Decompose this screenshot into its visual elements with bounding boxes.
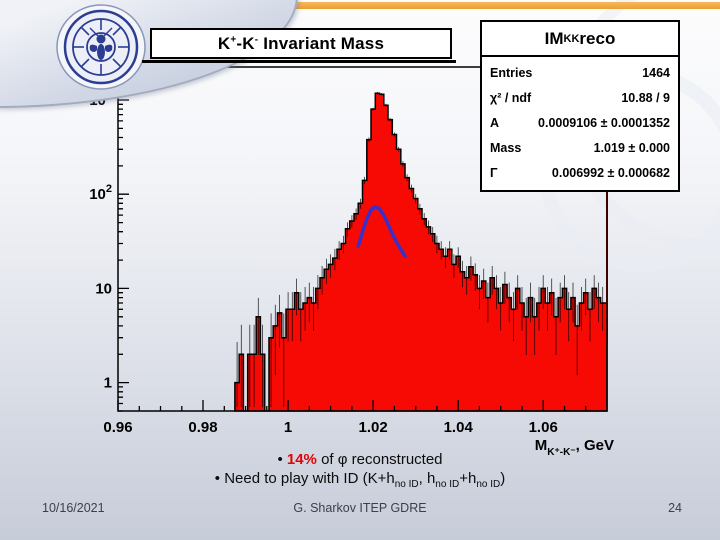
text-segment: ) [500,470,506,487]
superscript-text: - [254,33,259,45]
title-underline [142,60,456,63]
text-segment: 14% [286,451,317,468]
axis-ticks [117,70,587,412]
chart-title: K+-K- Invariant Mass [218,34,384,54]
stats-row: Entries 1464 [490,60,670,85]
x-tick-label: 1.06 [529,419,558,436]
text-segment: , h [418,470,436,487]
stats-label: χ² / ndf [490,90,532,105]
text-segment: -K [236,33,255,53]
subscript-text: KK [563,32,580,45]
footer-credit: G. Sharkov ITEP GDRE [293,501,427,515]
stats-value: 10.88 / 9 [621,90,670,105]
caption-line-2: • Need to play with ID (K+hno ID, hno ID… [0,470,720,490]
x-tick-label: 0.98 [188,419,217,436]
error-bars [236,92,604,408]
stats-row: χ² / ndf 10.88 / 9 [490,85,670,110]
fit-curve [356,204,407,258]
footer-date: 10/16/2021 [42,501,105,515]
text-segment: reco [579,28,616,48]
stats-rows: Entries 1464 χ² / ndf 10.88 / 9 A 0.0009106 ±… [482,57,678,190]
text-segment: +h [459,470,477,487]
y-tick-label: 1 [104,375,112,392]
stats-row: Γ 0.006992 ± 0.000682 [490,160,670,185]
text-segment: K [217,33,231,53]
stats-value: 0.0009106 ± 0.0001352 [538,115,670,130]
superscript-text: + [230,33,237,45]
stats-label: Entries [490,65,533,80]
stats-value: 1464 [642,65,670,80]
caption-line-1: • 14% of φ reconstructed [0,451,720,468]
x-tick-label: 1.02 [358,419,387,436]
top-accent-bar [0,2,720,9]
y-tick-label: 102 [89,183,112,203]
chart-title-box: K+-K- Invariant Mass [150,28,452,59]
stats-row: Mass 1.019 ± 0.000 [490,135,670,160]
x-axis-label: MK⁺-K⁻, GeV [535,437,614,458]
stats-value: 1.019 ± 0.000 [593,140,670,155]
stats-row: A 0.0009106 ± 0.0001352 [490,110,670,135]
subscript-text: no ID [435,479,460,490]
subscript-text: no ID [394,479,419,490]
text-segment: of φ reconstructed [316,451,443,468]
institute-logo-icon [56,4,146,90]
text-segment: Invariant Mass [258,33,385,53]
stats-label: A [490,115,500,130]
plot-frame [117,66,608,412]
text-segment: • Need to play with ID (K+h [214,470,395,487]
footer-page-number: 24 [668,501,682,515]
subscript-text: no ID [476,479,501,490]
x-tick-label: 0.96 [103,419,132,436]
footer: 10/16/2021 G. Sharkov ITEP GDRE 24 [0,501,720,521]
stats-label: Mass [490,140,522,155]
stats-value: 0.006992 ± 0.000682 [551,165,670,180]
y-tick-label: 10 [95,280,112,297]
stats-label: Γ [490,165,498,180]
text-segment: IM [544,28,564,48]
x-tick-label: 1 [284,419,292,436]
text-segment: • [277,451,287,468]
x-tick-label: 1.04 [444,419,474,436]
stats-title: IM KK reco [482,22,678,57]
stats-box: IM KK reco Entries 1464 χ² / ndf 10.88 / 9 A 0… [480,20,680,192]
